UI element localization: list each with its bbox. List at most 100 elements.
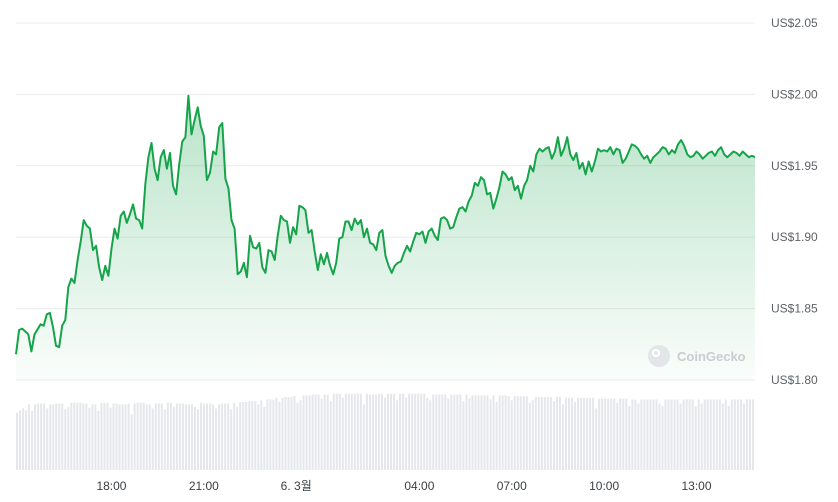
y-axis-ticks: US$1.80 US$1.85 US$1.90 US$1.95 US$2.00 US$2.… [771,16,818,387]
volume-bar [429,400,432,470]
volume-bar [751,399,754,470]
volume-bar [727,406,730,470]
volume-bar [634,399,637,470]
volume-bar [40,403,43,470]
volume-bar [329,401,332,470]
volume-bar [700,403,703,470]
volume-bar [145,404,148,470]
volume-bar [100,402,103,470]
x-tick-label: 6. 3월 [281,479,312,493]
volume-bar [673,399,676,470]
volume-bar [118,404,121,470]
volume-bar [199,402,203,470]
volume-bar [601,398,604,470]
volume-bar [501,395,504,470]
volume-bar [347,393,350,470]
volume-bar [374,394,377,470]
volume-bar [736,399,739,470]
y-tick-label: US$1.80 [771,373,818,387]
volume-bar [37,403,40,470]
volume-bar [411,393,414,470]
volume-bar [649,399,652,470]
coingecko-logo-icon [648,345,670,367]
volume-bar [178,403,181,470]
volume-bar [525,396,528,470]
volume-bar [564,397,567,470]
volume-bar [745,399,748,470]
volume-bar [227,403,230,470]
volume-bar [628,406,631,470]
volume-bar [76,402,79,470]
volume-bar [103,402,106,470]
volume-bar [474,395,477,470]
volume-bar [691,399,694,470]
volume-bar [239,401,242,470]
volume-bar [402,393,405,470]
volume-bar [94,404,97,470]
volume-bar [209,403,212,470]
volume-bar [543,397,546,470]
volume-bar [148,404,151,470]
volume-bar [694,406,697,470]
volume-bar [450,394,453,470]
x-axis-ticks: 18:00 21:00 6. 3월 04:00 07:00 10:00 13:00 [96,479,711,493]
volume-bar [215,408,218,470]
volume-bar [245,401,248,470]
volume-bar [390,393,393,470]
volume-bar [549,397,552,470]
volume-bar [25,410,28,470]
volume-bar [67,406,70,470]
volume-bar [299,400,302,470]
volume-bar [417,393,420,470]
volume-bar [296,402,299,470]
volume-bar [658,403,661,470]
volume-bar [715,399,718,470]
volume-bar [595,408,598,470]
volume-bar [34,404,37,470]
volume-bar [169,402,172,470]
volume-bar [640,399,643,470]
volume-bar [739,399,742,470]
volume-bar [625,398,628,470]
volume-bar [121,404,124,470]
volume-bar [284,397,287,470]
volume-bar [703,399,706,470]
volume-bar [61,403,64,470]
volume-bar [637,403,640,470]
volume-bar [519,396,522,470]
volume-bar [196,409,199,470]
watermark-text: CoinGecko [677,349,746,364]
volume-bar [561,404,564,470]
volume-bar [371,394,374,470]
volume-bar [251,401,254,470]
volume-bar [459,394,462,470]
volume-bar [685,399,688,470]
volume-bar [151,408,154,470]
volume-bar [70,402,73,470]
volume-bar [583,397,586,470]
volume-bar [218,404,221,470]
volume-bar [607,398,610,470]
volume-bar [387,393,390,470]
volume-bar [203,403,206,470]
volume-bar [426,397,429,470]
x-tick-label: 13:00 [681,479,711,493]
volume-bar [444,394,447,470]
volume-bar [190,404,193,470]
volume-bar [275,397,278,470]
volume-bar [254,401,257,470]
volume-bar [631,399,634,470]
volume-bar [82,403,85,470]
volume-bar [528,402,531,470]
volume-bar [269,399,272,470]
y-tick-label: US$1.95 [771,159,818,173]
volume-bar [133,403,136,470]
volume-bar [730,399,733,470]
volume-bar [748,399,751,470]
volume-bar [558,397,561,470]
volume-bar [206,403,209,470]
volume-bar [619,398,622,470]
volume-bar [712,399,715,470]
volume-bar [589,397,592,470]
volume-bar [504,395,507,470]
